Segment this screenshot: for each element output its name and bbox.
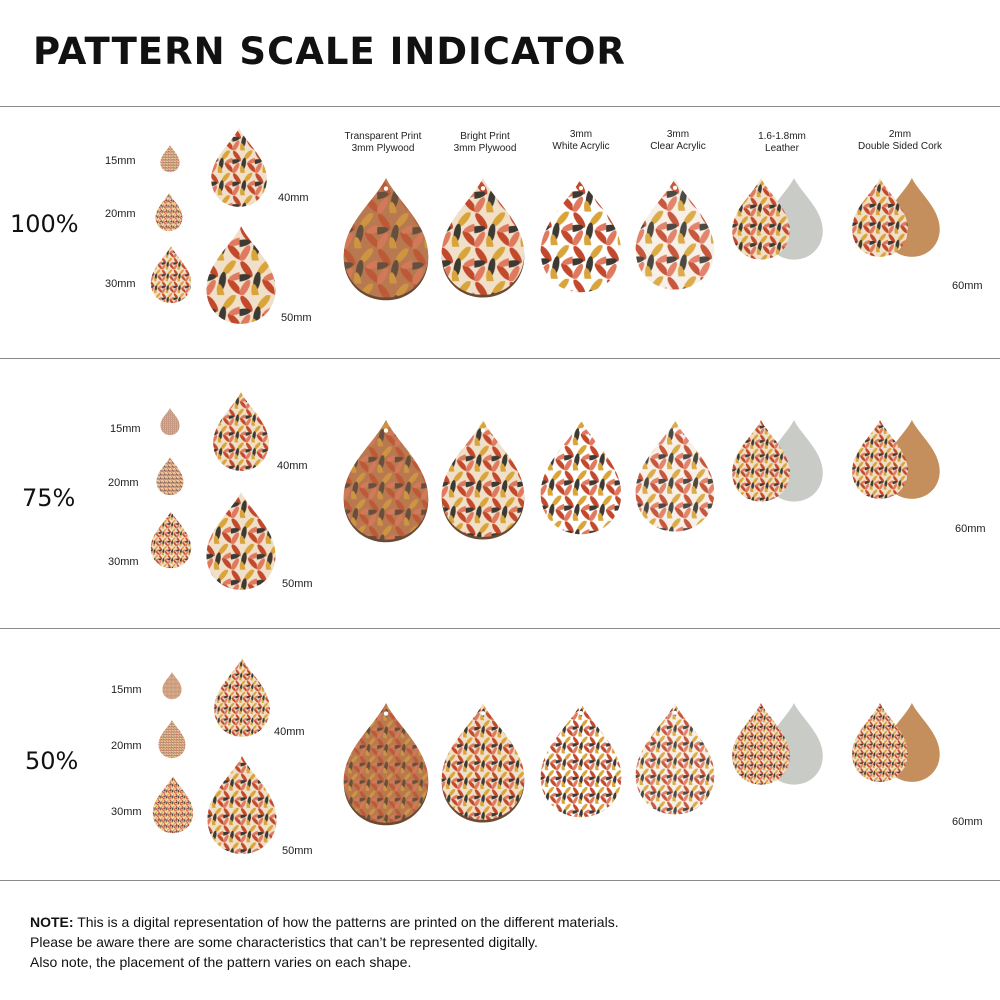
note-line-1: This is a digital representation of how … — [77, 914, 619, 930]
sample-cork — [852, 178, 940, 257]
column-header-transparent-plywood: Transparent Print 3mm Plywood — [344, 131, 422, 154]
scale-label-75: 75% — [22, 484, 76, 512]
column-header-bright-plywood: Bright Print 3mm Plywood — [453, 131, 517, 154]
sample-transparent-plywood — [343, 178, 429, 301]
sample-bright-plywood — [441, 420, 525, 540]
sample-40mm — [214, 658, 270, 737]
size-label-15mm: 15mm — [111, 684, 142, 696]
scale-label-50: 50% — [25, 747, 79, 775]
sample-15mm — [160, 408, 180, 436]
note-line-2: Please be aware there are some character… — [30, 934, 538, 950]
sample-30mm — [152, 776, 194, 834]
sample-transparent-plywood — [343, 703, 429, 826]
sample-clear-acrylic — [635, 420, 715, 532]
size-label-50mm: 50mm — [281, 312, 312, 324]
sample-30mm — [150, 511, 192, 569]
page-title: PATTERN SCALE INDICATOR — [33, 30, 626, 73]
size-label-30mm: 30mm — [111, 806, 142, 818]
sample-clear-acrylic — [635, 178, 715, 290]
sample-20mm — [158, 720, 186, 759]
sample-bright-plywood — [441, 178, 525, 298]
size-label-60mm: 60mm — [955, 523, 986, 535]
size-label-60mm: 60mm — [952, 280, 983, 292]
sample-cork — [852, 420, 940, 499]
size-label-40mm: 40mm — [278, 192, 309, 204]
disclaimer-note: NOTE: This is a digital representation o… — [30, 912, 619, 972]
sample-leather — [732, 420, 823, 502]
sample-cork — [852, 703, 940, 782]
column-header-cork: 2mm Double Sided Cork — [858, 129, 942, 152]
size-label-30mm: 30mm — [105, 278, 136, 290]
sample-40mm — [211, 128, 267, 207]
sample-20mm — [156, 457, 184, 496]
sample-white-acrylic — [540, 703, 622, 818]
size-label-40mm: 40mm — [277, 460, 308, 472]
size-label-60mm: 60mm — [952, 816, 983, 828]
sample-15mm — [160, 145, 180, 173]
column-header-clear-acrylic: 3mm Clear Acrylic — [650, 129, 706, 152]
sample-white-acrylic — [540, 178, 622, 293]
sample-white-acrylic — [540, 420, 622, 535]
size-label-50mm: 50mm — [282, 578, 313, 590]
sample-50mm — [206, 226, 276, 324]
scale-label-100: 100% — [10, 210, 79, 238]
column-header-leather: 1.6-1.8mm Leather — [758, 131, 806, 154]
divider-top — [0, 106, 1000, 107]
note-label: NOTE: — [30, 914, 74, 930]
sample-30mm — [150, 246, 192, 304]
size-label-30mm: 30mm — [108, 556, 139, 568]
sample-bright-plywood — [441, 703, 525, 823]
sample-leather — [732, 703, 823, 785]
sample-40mm — [213, 392, 269, 471]
sample-transparent-plywood — [343, 420, 429, 543]
sample-leather — [732, 178, 823, 260]
sample-clear-acrylic — [635, 703, 715, 815]
sample-50mm — [206, 492, 276, 590]
divider-2 — [0, 628, 1000, 629]
size-label-20mm: 20mm — [111, 740, 142, 752]
divider-1 — [0, 358, 1000, 359]
sample-50mm — [207, 756, 277, 854]
size-label-40mm: 40mm — [274, 726, 305, 738]
size-label-20mm: 20mm — [105, 208, 136, 220]
size-label-50mm: 50mm — [282, 845, 313, 857]
sample-15mm — [162, 672, 182, 700]
divider-bottom — [0, 880, 1000, 881]
size-label-15mm: 15mm — [105, 155, 136, 167]
sample-20mm — [155, 193, 183, 232]
size-label-15mm: 15mm — [110, 423, 141, 435]
note-line-3: Also note, the placement of the pattern … — [30, 954, 412, 970]
column-header-white-acrylic: 3mm White Acrylic — [552, 129, 610, 152]
size-label-20mm: 20mm — [108, 477, 139, 489]
